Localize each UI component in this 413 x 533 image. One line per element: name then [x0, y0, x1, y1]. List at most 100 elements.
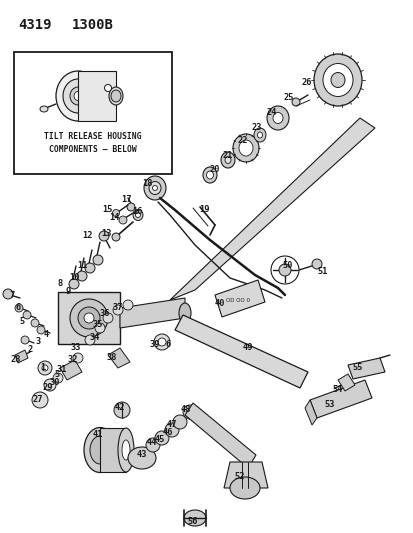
Ellipse shape	[109, 87, 123, 105]
Text: 11: 11	[78, 261, 88, 270]
Circle shape	[23, 311, 31, 319]
Circle shape	[114, 402, 130, 418]
Text: 50: 50	[282, 261, 292, 270]
Ellipse shape	[233, 134, 259, 162]
Circle shape	[158, 338, 166, 346]
Ellipse shape	[178, 303, 190, 323]
Text: 56: 56	[188, 518, 198, 527]
Ellipse shape	[202, 167, 216, 183]
Polygon shape	[78, 71, 116, 121]
Circle shape	[154, 431, 169, 445]
Text: 45: 45	[154, 435, 165, 445]
Ellipse shape	[133, 209, 142, 221]
Circle shape	[77, 271, 87, 281]
Text: 20: 20	[209, 166, 220, 174]
Ellipse shape	[111, 90, 121, 102]
Ellipse shape	[128, 447, 156, 469]
Polygon shape	[214, 280, 264, 317]
Ellipse shape	[84, 427, 116, 472]
Circle shape	[183, 405, 197, 419]
Text: 33: 33	[71, 343, 81, 352]
Text: 36: 36	[100, 310, 110, 319]
Text: 29: 29	[43, 384, 53, 392]
Circle shape	[103, 313, 113, 323]
Text: 55: 55	[352, 364, 362, 373]
Ellipse shape	[74, 92, 82, 101]
Ellipse shape	[84, 313, 94, 323]
Ellipse shape	[322, 63, 352, 96]
Text: 6: 6	[15, 303, 21, 312]
Text: 53: 53	[324, 400, 335, 409]
Text: 22: 22	[237, 135, 248, 144]
Text: 28: 28	[11, 356, 21, 365]
Text: 27: 27	[33, 395, 43, 405]
Circle shape	[311, 259, 321, 269]
Text: 24: 24	[266, 108, 277, 117]
Ellipse shape	[152, 185, 157, 190]
Circle shape	[113, 305, 123, 315]
Circle shape	[15, 304, 23, 312]
Circle shape	[112, 233, 120, 241]
Text: 54: 54	[332, 385, 342, 394]
Text: 35: 35	[93, 320, 103, 329]
Circle shape	[146, 438, 159, 452]
Ellipse shape	[104, 85, 111, 92]
Text: 23: 23	[251, 123, 261, 132]
Circle shape	[123, 300, 133, 310]
Text: 52: 52	[234, 472, 244, 481]
Circle shape	[154, 334, 170, 350]
Text: 19: 19	[199, 206, 210, 214]
Text: 5: 5	[19, 318, 24, 327]
Ellipse shape	[238, 140, 252, 156]
Ellipse shape	[183, 510, 206, 526]
Circle shape	[37, 326, 45, 334]
Ellipse shape	[149, 182, 161, 195]
Polygon shape	[60, 360, 82, 380]
Circle shape	[93, 255, 103, 265]
Circle shape	[38, 361, 52, 375]
Text: 49: 49	[242, 343, 253, 352]
Circle shape	[44, 379, 56, 391]
Ellipse shape	[70, 299, 108, 337]
Text: TILT RELEASE HOUSING: TILT RELEASE HOUSING	[44, 132, 141, 141]
Ellipse shape	[56, 71, 100, 121]
Circle shape	[278, 264, 290, 276]
Circle shape	[69, 279, 79, 289]
Text: 1: 1	[40, 364, 45, 373]
Text: 4319: 4319	[18, 18, 51, 32]
Polygon shape	[175, 315, 307, 388]
Text: 38: 38	[107, 353, 117, 362]
Text: 51: 51	[317, 268, 328, 277]
Circle shape	[127, 203, 135, 211]
Text: 8: 8	[57, 279, 62, 288]
Text: 40: 40	[214, 298, 225, 308]
Circle shape	[53, 373, 63, 383]
Text: 1300B: 1300B	[72, 18, 114, 32]
Text: 4: 4	[43, 330, 48, 340]
Circle shape	[99, 231, 109, 241]
Text: 47: 47	[166, 421, 177, 430]
Text: 5: 5	[54, 370, 59, 379]
Polygon shape	[100, 428, 126, 472]
Circle shape	[85, 263, 95, 273]
Text: 14: 14	[109, 214, 120, 222]
Text: OD OO 0: OD OO 0	[225, 297, 249, 303]
Text: 48: 48	[180, 406, 191, 415]
Text: 30: 30	[50, 378, 60, 387]
Text: 13: 13	[102, 229, 112, 238]
Text: 18: 18	[142, 180, 153, 189]
Circle shape	[291, 98, 299, 106]
Ellipse shape	[206, 171, 213, 179]
Ellipse shape	[254, 128, 266, 142]
Circle shape	[165, 423, 178, 437]
Text: 44: 44	[146, 439, 157, 448]
Text: COMPONENTS – BELOW: COMPONENTS – BELOW	[49, 144, 137, 154]
Circle shape	[112, 209, 119, 216]
Polygon shape	[223, 462, 267, 488]
Ellipse shape	[257, 132, 262, 138]
Text: 41: 41	[93, 431, 103, 440]
Ellipse shape	[221, 152, 235, 168]
Text: 37: 37	[112, 303, 123, 312]
Circle shape	[42, 365, 48, 371]
Circle shape	[73, 353, 83, 363]
